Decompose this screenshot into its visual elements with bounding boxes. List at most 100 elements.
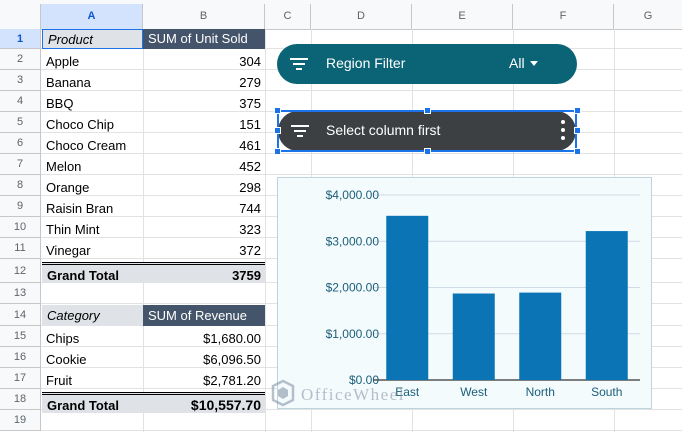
pivot1-row-label[interactable]: Choco Cream: [46, 138, 127, 153]
pivot1-row-value[interactable]: 372: [239, 243, 261, 258]
toolbar-strip: [0, 0, 682, 4]
row-header-1[interactable]: 1: [0, 29, 41, 49]
resize-handle[interactable]: [574, 127, 581, 134]
y-tick-label: $0.00: [349, 373, 379, 387]
officewheel-watermark-logo: OfficeWheel: [271, 379, 405, 407]
resize-handle[interactable]: [574, 148, 581, 155]
resize-handle[interactable]: [274, 107, 281, 114]
revenue-by-region-chart[interactable]: $0.00 $1,000.00 $2,000.00 $3,000.00 $4,000.0…: [277, 177, 652, 409]
y-tick-label: $4,000.00: [326, 188, 380, 202]
pivot2-grand-total-value[interactable]: $10,557.70: [143, 392, 265, 413]
pivot1-row-label[interactable]: Melon: [46, 159, 82, 174]
pivot1-row-label[interactable]: Raisin Bran: [46, 201, 114, 216]
row-header-15[interactable]: 15: [0, 326, 41, 347]
more-options-icon[interactable]: [560, 119, 566, 141]
y-tick-label: $1,000.00: [326, 327, 380, 341]
pivot1-row-label[interactable]: Orange: [46, 180, 90, 195]
x-tick-label: West: [460, 385, 488, 399]
pivot1-row-label[interactable]: Choco Chip: [46, 117, 114, 132]
pivot2-row-label[interactable]: Fruit: [46, 373, 72, 388]
grid-line: [265, 29, 266, 432]
bar-north[interactable]: [519, 292, 562, 380]
resize-handle[interactable]: [424, 148, 431, 155]
column-header-g[interactable]: G: [643, 10, 653, 22]
pivot2-grand-total-label[interactable]: Grand Total: [42, 392, 143, 413]
pivot1-row-label[interactable]: BBQ: [46, 96, 74, 111]
grid-line: [41, 90, 682, 91]
pivot1-row-value[interactable]: 375: [239, 96, 261, 111]
region-filter-value[interactable]: All: [509, 55, 525, 71]
pivot2-row-header[interactable]: Category: [42, 305, 143, 326]
svg-text:OfficeWheel: OfficeWheel: [301, 385, 405, 404]
filter-icon: [291, 125, 309, 137]
column-header-a[interactable]: A: [41, 4, 143, 29]
pivot2-value-header[interactable]: SUM of Revenue: [143, 305, 265, 326]
pivot1-grand-total-value[interactable]: 3759: [143, 262, 265, 283]
region-filter-label: Region Filter: [326, 55, 406, 71]
column-slicer-label: Select column first: [326, 122, 441, 138]
pivot1-row-value[interactable]: 304: [239, 54, 261, 69]
row-header-19[interactable]: 19: [0, 410, 41, 431]
pivot1-row-header[interactable]: Product: [42, 29, 143, 49]
column-header-b[interactable]: B: [143, 4, 265, 29]
region-filter-slicer[interactable]: Region Filter All: [277, 44, 577, 84]
row-header-10[interactable]: 10: [0, 217, 41, 238]
row-header-13[interactable]: 13: [0, 283, 41, 304]
pivot1-row-label[interactable]: Banana: [46, 75, 91, 90]
resize-handle[interactable]: [574, 107, 581, 114]
row-header-9[interactable]: 9: [0, 196, 41, 217]
column-header-f[interactable]: F: [513, 4, 614, 29]
select-all-corner[interactable]: [0, 4, 41, 29]
pivot2-row-value[interactable]: $2,781.20: [203, 373, 261, 388]
row-header-3[interactable]: 3: [0, 70, 41, 91]
row-header-7[interactable]: 7: [0, 154, 41, 175]
y-tick-label: $3,000.00: [326, 234, 380, 248]
pivot1-row-label[interactable]: Vinegar: [46, 243, 91, 258]
resize-handle[interactable]: [424, 107, 431, 114]
row-header-17[interactable]: 17: [0, 368, 41, 389]
y-tick-label: $2,000.00: [326, 281, 380, 295]
resize-handle[interactable]: [274, 148, 281, 155]
grid-line: [41, 409, 682, 410]
pivot1-row-value[interactable]: 744: [239, 201, 261, 216]
row-header-14[interactable]: 14: [0, 304, 41, 326]
row-header-8[interactable]: 8: [0, 175, 41, 196]
pivot2-row-value[interactable]: $6,096.50: [203, 352, 261, 367]
dropdown-caret-icon[interactable]: [530, 61, 538, 67]
pivot1-row-value[interactable]: 279: [239, 75, 261, 90]
column-header-c[interactable]: C: [265, 4, 311, 29]
column-header-d[interactable]: D: [311, 4, 412, 29]
grid-line: [41, 153, 682, 154]
bar-south[interactable]: [585, 231, 628, 380]
pivot1-row-label[interactable]: Apple: [46, 54, 80, 69]
pivot1-row-value[interactable]: 298: [239, 180, 261, 195]
bar-chart-canvas: $0.00 $1,000.00 $2,000.00 $3,000.00 $4,000.0…: [326, 188, 640, 399]
column-slicer[interactable]: Select column first: [278, 111, 576, 151]
column-header-bar: A B C D E F G: [0, 4, 682, 30]
resize-handle[interactable]: [274, 127, 281, 134]
bar-west[interactable]: [452, 293, 495, 380]
pivot1-grand-total-label[interactable]: Grand Total: [42, 262, 143, 283]
row-header-16[interactable]: 16: [0, 347, 41, 368]
row-header-11[interactable]: 11: [0, 238, 41, 259]
row-header-12[interactable]: 12: [0, 259, 41, 283]
row-header-5[interactable]: 5: [0, 112, 41, 133]
row-header-6[interactable]: 6: [0, 133, 41, 154]
pivot1-row-value[interactable]: 461: [239, 138, 261, 153]
row-header-18[interactable]: 18: [0, 389, 41, 410]
pivot2-row-label[interactable]: Cookie: [46, 352, 87, 367]
bar-east[interactable]: [386, 215, 429, 380]
row-header-4[interactable]: 4: [0, 91, 41, 112]
pivot1-row-label[interactable]: Thin Mint: [46, 222, 100, 237]
x-tick-label: South: [591, 385, 622, 399]
grid-line: [143, 29, 144, 432]
pivot1-row-value[interactable]: 323: [239, 222, 261, 237]
pivot1-value-header[interactable]: SUM of Unit Sold: [143, 29, 265, 49]
column-header-e[interactable]: E: [412, 4, 513, 29]
pivot1-row-value[interactable]: 151: [239, 117, 261, 132]
grid-line: [41, 174, 682, 175]
pivot1-row-value[interactable]: 452: [239, 159, 261, 174]
row-header-2[interactable]: 2: [0, 49, 41, 70]
pivot2-row-value[interactable]: $1,680.00: [203, 331, 261, 346]
pivot2-row-label[interactable]: Chips: [46, 331, 80, 346]
